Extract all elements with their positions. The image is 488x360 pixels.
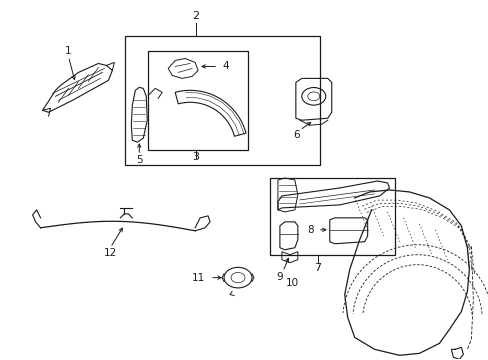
Text: 12: 12 xyxy=(103,248,117,258)
Text: 7: 7 xyxy=(314,263,321,273)
Text: 9: 9 xyxy=(276,272,283,282)
Text: 8: 8 xyxy=(306,225,313,235)
Bar xyxy=(148,50,247,150)
Text: 5: 5 xyxy=(136,155,142,165)
Bar xyxy=(269,178,394,255)
Bar xyxy=(125,36,319,165)
Text: 11: 11 xyxy=(191,273,204,283)
Text: 2: 2 xyxy=(192,11,199,21)
Text: 1: 1 xyxy=(65,46,72,57)
Text: 10: 10 xyxy=(285,278,299,288)
Text: 6: 6 xyxy=(293,130,299,140)
Text: 4: 4 xyxy=(222,62,228,71)
Text: 3: 3 xyxy=(192,152,199,162)
